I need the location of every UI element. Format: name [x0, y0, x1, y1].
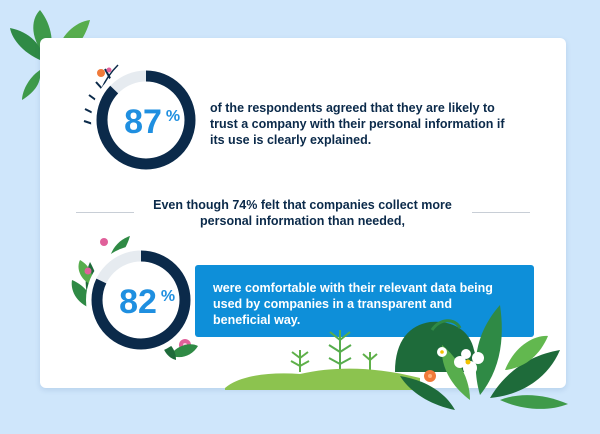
stat-description: of the respondents agreed that they are … — [210, 101, 505, 147]
middle-prefix: Even though — [153, 198, 233, 212]
divider-line-left — [76, 212, 134, 213]
middle-statement: Even though 74% felt that companies coll… — [140, 197, 465, 229]
divider-line-right — [472, 212, 530, 213]
stat-description: were comfortable with their relevant dat… — [213, 281, 493, 327]
middle-suffix: felt that companies collect more persona… — [200, 198, 452, 228]
middle-highlight: 74% — [232, 198, 258, 212]
